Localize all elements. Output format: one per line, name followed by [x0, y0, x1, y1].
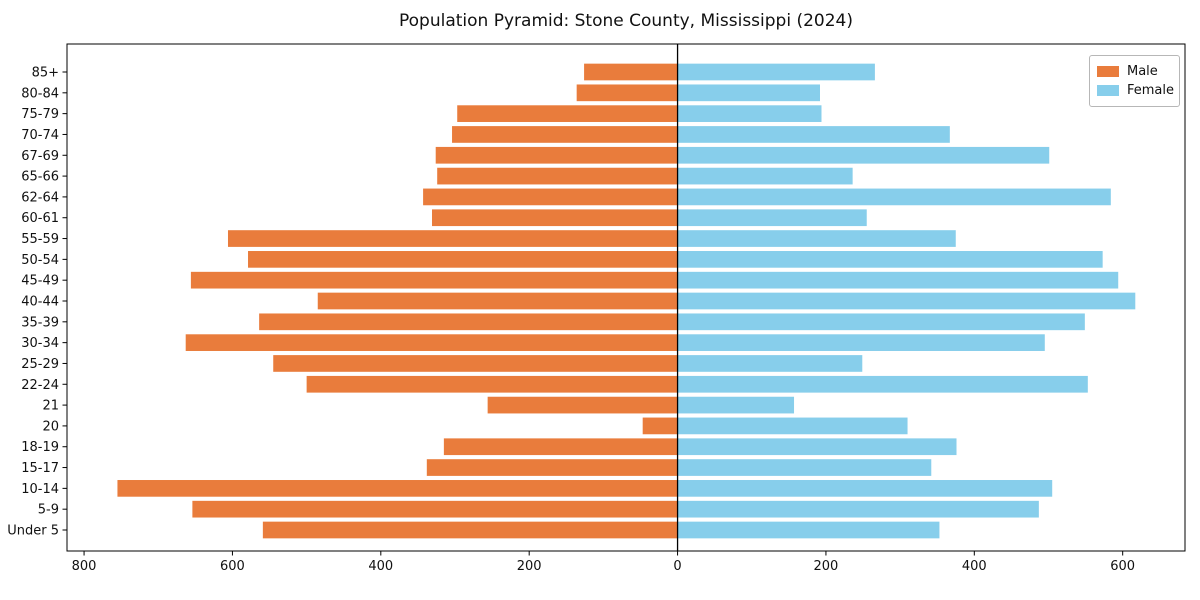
male-bar-15-17: [426, 459, 678, 476]
female-bar-60-61: [677, 209, 867, 227]
x-tick-label: 600: [1110, 559, 1135, 574]
x-tick-label: 0: [673, 559, 681, 574]
female-bar-15-17: [677, 459, 932, 476]
x-tick-label: 800: [72, 559, 97, 574]
male-bar-70-74: [452, 126, 678, 143]
legend-item-male: Male: [1097, 62, 1171, 81]
male-bar-18-19: [443, 438, 678, 456]
legend-label-male: Male: [1127, 64, 1158, 79]
female-bar-45-49: [677, 271, 1119, 289]
y-tick-label: 5-9: [38, 503, 59, 518]
male-bar-50-54: [248, 251, 678, 268]
male-bar-30-34: [185, 334, 678, 351]
y-tick-label: 35-39: [21, 315, 59, 330]
x-tick-label: 400: [368, 559, 393, 574]
female-bar-75-79: [677, 105, 822, 122]
female-bar-30-34: [677, 334, 1045, 351]
female-bar-under-5: [677, 521, 940, 539]
male-bar-67-69: [435, 146, 678, 164]
male-swatch-icon: [1097, 66, 1119, 77]
female-bar-67-69: [677, 146, 1050, 164]
female-bar-35-39: [677, 313, 1085, 331]
y-tick-label: 65-66: [21, 170, 59, 185]
y-tick-label: 10-14: [21, 482, 59, 497]
male-bar-75-79: [457, 105, 678, 122]
chart-title: Population Pyramid: Stone County, Missis…: [399, 11, 853, 31]
female-bar-50-54: [677, 251, 1103, 268]
male-bar-55-59: [227, 230, 678, 247]
female-bar-70-74: [677, 126, 950, 143]
female-swatch-icon: [1097, 85, 1119, 96]
y-tick-label: 18-19: [21, 440, 59, 455]
x-tick-label: 200: [517, 559, 542, 574]
female-bar-20: [677, 417, 908, 435]
male-bar-5-9: [192, 500, 678, 518]
legend-item-female: Female: [1097, 81, 1175, 100]
male-bar-60-61: [432, 209, 678, 227]
x-tick-label: 200: [814, 559, 839, 574]
y-tick-label: 21: [42, 399, 59, 414]
female-bar-10-14: [677, 480, 1053, 497]
y-tick-label: 22-24: [21, 378, 59, 393]
female-bar-5-9: [677, 500, 1039, 518]
male-bar-21: [487, 396, 678, 414]
male-bar-25-29: [273, 355, 678, 372]
male-bar-10-14: [117, 480, 678, 497]
female-bar-21: [677, 396, 795, 414]
y-tick-label: 60-61: [21, 211, 59, 226]
male-bar-62-64: [423, 188, 678, 206]
female-bar-85+: [677, 63, 875, 81]
female-bar-55-59: [677, 230, 956, 247]
male-bar-80-84: [576, 84, 678, 102]
male-bar-45-49: [190, 271, 678, 289]
y-tick-label: 30-34: [21, 336, 59, 351]
female-bar-80-84: [677, 84, 820, 102]
female-bar-62-64: [677, 188, 1111, 206]
y-tick-label: 25-29: [21, 357, 59, 372]
female-bar-25-29: [677, 355, 863, 372]
y-tick-label: Under 5: [7, 524, 59, 539]
y-tick-label: 80-84: [21, 86, 59, 101]
y-tick-label: 45-49: [21, 274, 59, 289]
female-bar-18-19: [677, 438, 957, 456]
x-tick-label: 600: [220, 559, 245, 574]
y-tick-label: 70-74: [21, 128, 59, 143]
male-bar-40-44: [317, 292, 678, 310]
male-bar-under-5: [262, 521, 678, 539]
y-tick-label: 67-69: [21, 149, 59, 164]
female-bar-65-66: [677, 167, 853, 185]
female-bar-22-24: [677, 375, 1088, 393]
plot-border: [66, 43, 1186, 552]
y-tick-label: 85+: [32, 66, 59, 81]
x-tick-label: 400: [962, 559, 987, 574]
y-tick-label: 50-54: [21, 253, 59, 268]
legend: Male Female: [1089, 55, 1180, 107]
female-bar-40-44: [677, 292, 1136, 310]
male-bar-35-39: [259, 313, 678, 331]
y-tick-label: 40-44: [21, 295, 59, 310]
y-tick-label: 15-17: [21, 461, 59, 476]
y-tick-label: 75-79: [21, 107, 59, 122]
male-bar-65-66: [437, 167, 678, 185]
y-tick-label: 62-64: [21, 190, 59, 205]
y-tick-label: 20: [42, 419, 59, 434]
male-bar-20: [642, 417, 678, 435]
y-tick-label: 55-59: [21, 232, 59, 247]
legend-label-female: Female: [1127, 83, 1175, 98]
male-bar-85+: [584, 63, 678, 81]
male-bar-22-24: [306, 375, 678, 393]
